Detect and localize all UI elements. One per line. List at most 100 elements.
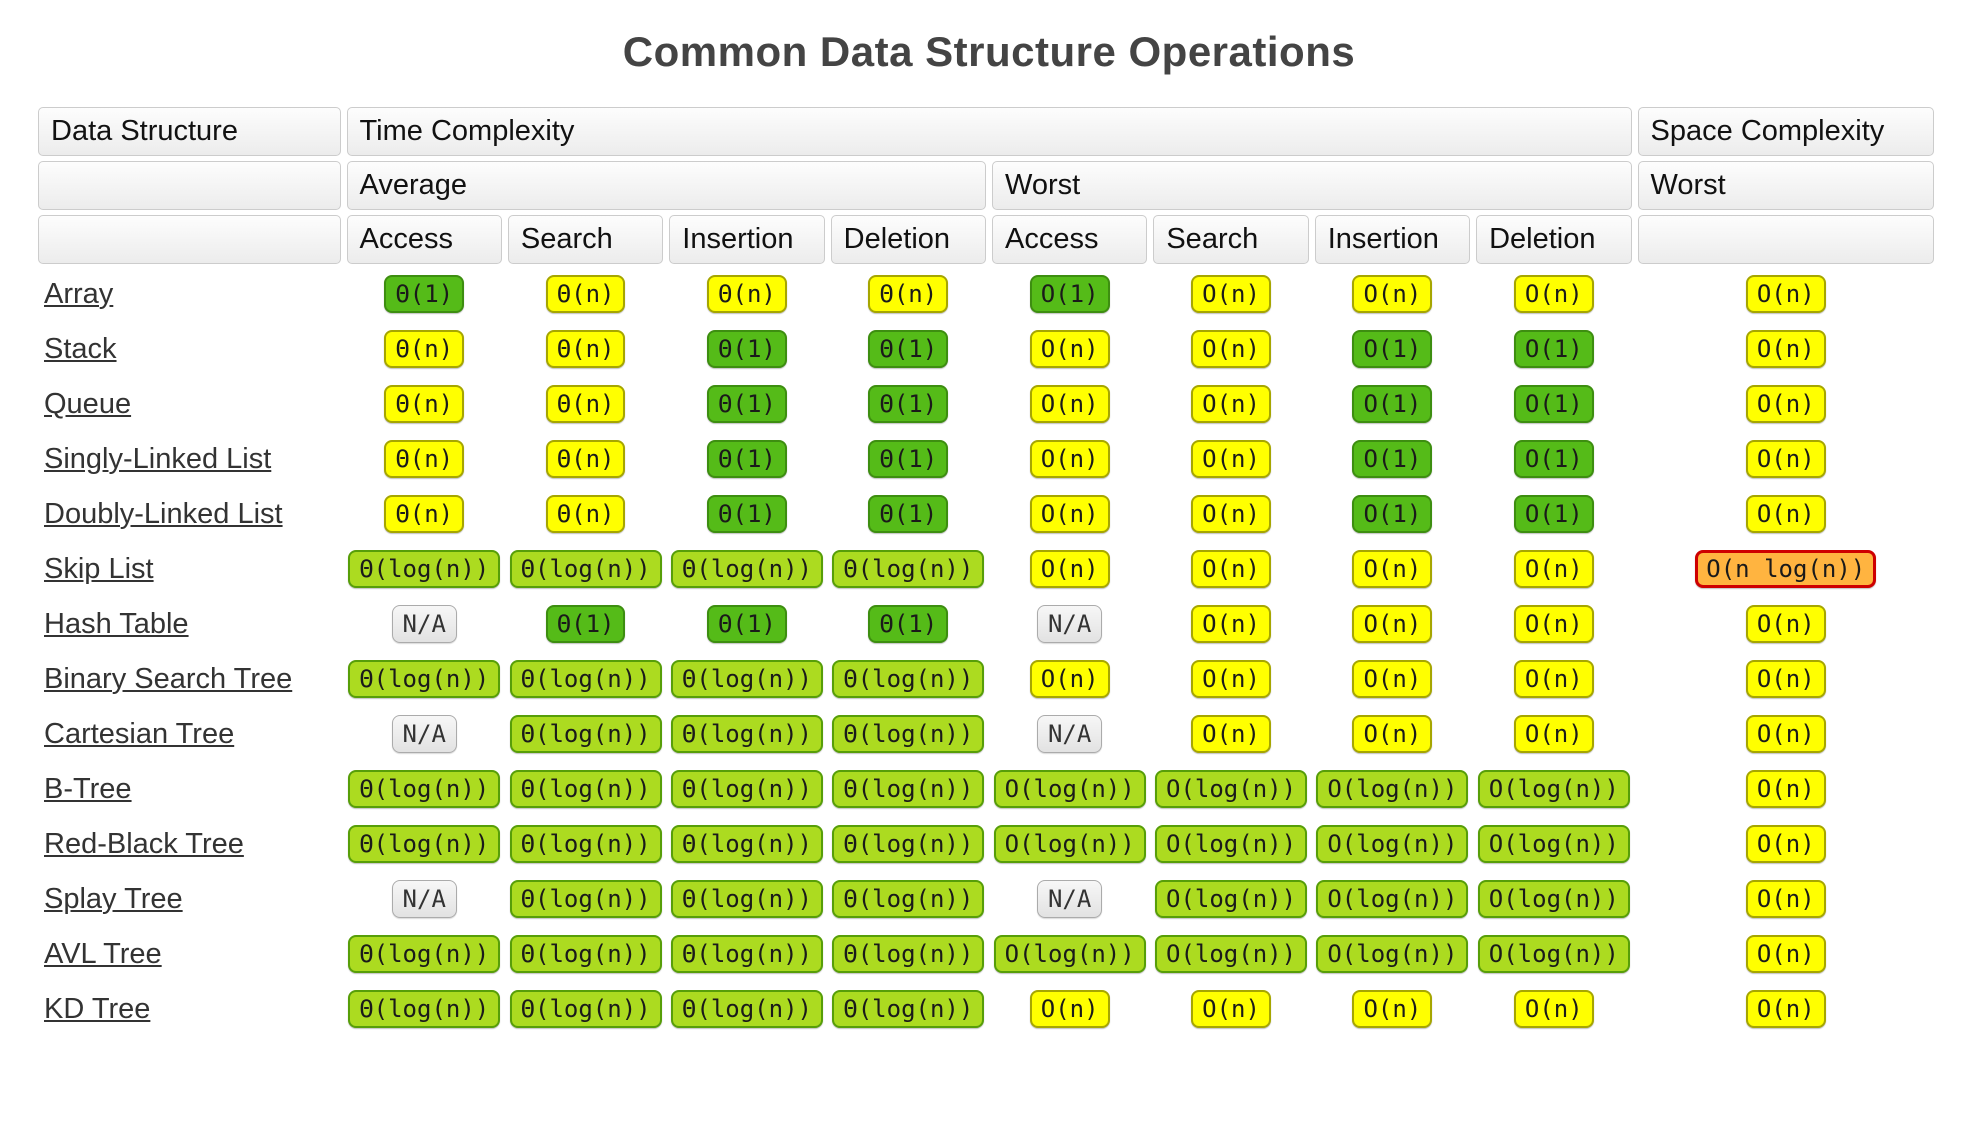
complexity-cell: O(n) — [992, 379, 1147, 429]
complexity-badge: O(n) — [1745, 989, 1826, 1029]
complexity-cell: Θ(n) — [347, 324, 502, 374]
complexity-badge: O(n) — [1745, 494, 1826, 534]
header-empty-cell — [38, 161, 341, 210]
complexity-cell: Θ(log(n)) — [831, 984, 986, 1034]
complexity-cell: O(n) — [1476, 544, 1631, 594]
complexity-badge: N/A — [1036, 879, 1103, 919]
table-row: Red-Black Tree Θ(log(n)) Θ(log(n)) Θ(log(n)… — [38, 819, 1934, 869]
complexity-badge: O(log(n)) — [1477, 879, 1630, 919]
complexity-cell: O(n) — [1638, 489, 1934, 539]
complexity-cell: O(n) — [1638, 819, 1934, 869]
header-op-worst-deletion: Deletion — [1476, 215, 1632, 264]
complexity-cell: O(n) — [1153, 324, 1308, 374]
complexity-badge: Θ(n) — [868, 274, 949, 314]
header-space-worst: Worst — [1637, 161, 1934, 210]
complexity-cell: O(1) — [1476, 489, 1631, 539]
complexity-badge: Θ(log(n)) — [509, 769, 662, 809]
data-structure-link[interactable]: Array — [44, 277, 114, 310]
data-structure-link[interactable]: AVL Tree — [44, 937, 162, 970]
complexity-cell: Θ(log(n)) — [508, 819, 663, 869]
complexity-cell: Θ(1) — [831, 434, 986, 484]
data-structure-link[interactable]: Doubly-Linked List — [44, 497, 283, 530]
complexity-badge: O(1) — [1513, 494, 1594, 534]
complexity-cell: Θ(log(n)) — [831, 654, 986, 704]
row-label-cell: B-Tree — [38, 764, 341, 814]
complexity-badge: Θ(log(n)) — [348, 769, 501, 809]
row-label-cell: Splay Tree — [38, 874, 341, 924]
table-row: Splay Tree N/A Θ(log(n)) Θ(log(n)) Θ(log(n))… — [38, 874, 1934, 924]
complexity-badge: O(n) — [1513, 989, 1594, 1029]
row-label-cell: KD Tree — [38, 984, 341, 1034]
complexity-badge: O(n log(n)) — [1695, 549, 1877, 589]
complexity-badge: O(n) — [1191, 329, 1271, 369]
complexity-cell: O(log(n)) — [1476, 929, 1631, 979]
complexity-cell: O(log(n)) — [1153, 819, 1308, 869]
complexity-cell: O(log(n)) — [1153, 929, 1308, 979]
data-structure-link[interactable]: Red-Black Tree — [44, 827, 244, 860]
complexity-badge: Θ(n) — [707, 274, 787, 314]
complexity-cell: N/A — [992, 599, 1147, 649]
header-empty-cell — [38, 215, 341, 264]
table-row: Binary Search Tree Θ(log(n)) Θ(log(n)) Θ(lo… — [38, 654, 1934, 704]
complexity-badge: N/A — [391, 604, 457, 644]
complexity-badge: O(n) — [1191, 274, 1271, 314]
complexity-cell: O(log(n)) — [1315, 929, 1470, 979]
complexity-badge: O(n) — [1191, 604, 1271, 644]
complexity-cell: O(n) — [1315, 269, 1470, 319]
complexity-cell: Θ(log(n)) — [508, 544, 663, 594]
complexity-cell: Θ(log(n)) — [831, 709, 986, 759]
complexity-cell: O(n) — [1153, 434, 1308, 484]
data-structure-link[interactable]: B-Tree — [44, 772, 132, 805]
complexity-badge: Θ(log(n)) — [509, 989, 662, 1029]
complexity-badge: Θ(log(n)) — [832, 549, 985, 589]
complexity-cell: Θ(1) — [347, 269, 502, 319]
data-structure-link[interactable]: Cartesian Tree — [44, 717, 235, 750]
complexity-badge: O(n) — [1352, 604, 1433, 644]
complexity-badge: O(n) — [1352, 274, 1433, 314]
data-structure-link[interactable]: Hash Table — [44, 607, 189, 640]
complexity-badge: O(log(n)) — [1316, 824, 1469, 864]
complexity-cell: N/A — [347, 709, 502, 759]
header-space-complexity: Space Complexity — [1637, 107, 1934, 156]
header-row-2: Average Worst Worst — [38, 161, 1934, 210]
header-op-avg-search: Search — [507, 215, 664, 264]
complexity-badge: O(n) — [1745, 604, 1826, 644]
complexity-badge: N/A — [391, 714, 457, 754]
row-label-cell: Skip List — [38, 544, 341, 594]
complexity-badge: O(log(n)) — [1155, 879, 1308, 919]
complexity-badge: Θ(log(n)) — [509, 934, 662, 974]
data-structure-link[interactable]: Skip List — [44, 552, 154, 585]
complexity-cell: O(n) — [1153, 269, 1308, 319]
complexity-badge: Θ(log(n)) — [348, 549, 501, 589]
complexity-badge: O(1) — [1513, 384, 1594, 424]
complexity-badge: O(log(n)) — [1477, 769, 1630, 809]
complexity-cell: Θ(log(n)) — [669, 764, 824, 814]
complexity-badge: O(log(n)) — [993, 769, 1146, 809]
complexity-cell: Θ(1) — [669, 489, 824, 539]
complexity-cell: O(n) — [1315, 709, 1470, 759]
complexity-cell: O(n) — [1638, 434, 1934, 484]
complexity-cell: O(log(n)) — [1315, 819, 1470, 869]
complexity-badge: O(n) — [1191, 494, 1271, 534]
complexity-badge: O(log(n)) — [1155, 934, 1308, 974]
complexity-badge: O(n) — [1745, 329, 1826, 369]
data-structure-link[interactable]: Queue — [44, 387, 132, 420]
complexity-cell: O(n) — [992, 434, 1147, 484]
complexity-cell: Θ(1) — [669, 324, 824, 374]
data-structure-link[interactable]: KD Tree — [44, 992, 151, 1025]
complexity-badge: O(log(n)) — [993, 824, 1146, 864]
complexity-cell: Θ(log(n)) — [669, 709, 824, 759]
complexity-cell: Θ(n) — [347, 489, 502, 539]
header-op-avg-insertion: Insertion — [669, 215, 825, 264]
row-label-cell: Queue — [38, 379, 341, 429]
data-structure-link[interactable]: Singly-Linked List — [44, 442, 272, 475]
complexity-cell: Θ(log(n)) — [831, 819, 986, 869]
data-structure-link[interactable]: Binary Search Tree — [44, 662, 293, 695]
data-structure-link[interactable]: Stack — [44, 332, 117, 365]
complexity-cell: O(1) — [1315, 489, 1470, 539]
complexity-badge: Θ(1) — [707, 329, 787, 369]
complexity-badge: Θ(1) — [707, 494, 787, 534]
header-data-structure: Data Structure — [38, 107, 341, 156]
data-structure-link[interactable]: Splay Tree — [44, 882, 183, 915]
header-empty-cell — [1637, 215, 1934, 264]
